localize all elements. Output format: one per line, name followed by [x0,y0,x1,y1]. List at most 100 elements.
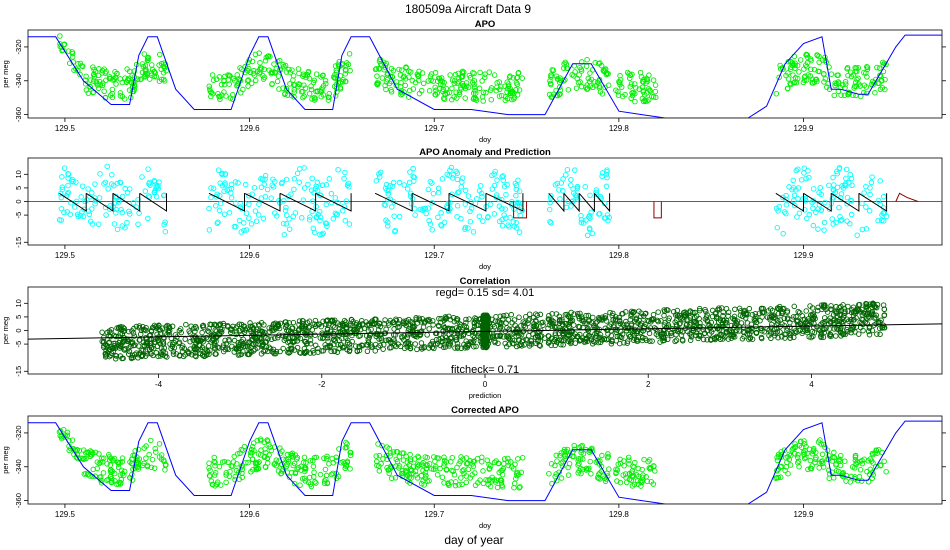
anomaly-point [65,171,71,177]
correlation-point [746,331,753,338]
anomaly-point [212,203,219,209]
anomaly-point [516,229,523,235]
correlation-point [327,343,333,350]
correlation-point [522,320,528,326]
data-point [493,87,500,94]
correlation-point [416,315,422,322]
anomaly-point [511,223,518,229]
correlation-point [690,319,697,325]
data-point [267,444,274,450]
correlation-point [322,342,328,348]
anomaly-point [439,176,446,182]
correlation-point [117,330,124,337]
anomaly-point [65,182,71,189]
anomaly-point [519,207,525,214]
data-point [77,60,84,67]
anomaly-point [410,165,416,172]
data-point [208,89,215,96]
anomaly-point [448,164,455,171]
correlation-point [613,329,619,336]
correlation-point [407,343,413,349]
anomaly-point [56,217,63,223]
y-tick-label: -360 [14,493,23,508]
data-point [856,473,863,480]
anomaly-point [516,188,523,195]
data-point [449,467,455,474]
data-point [344,441,350,447]
correlation-point [828,306,835,313]
correlation-point [508,311,515,318]
data-point [876,80,882,86]
correlation-point [345,337,351,343]
correlation-point [512,322,518,329]
data-point [312,95,319,102]
data-point [848,473,854,480]
data-point [250,440,257,446]
anomaly-point [816,189,822,196]
data-point [330,74,337,80]
data-point [604,455,611,461]
x-tick-label: 129.6 [240,510,261,519]
data-point [442,91,449,97]
panel-title: Correlation [460,276,511,287]
data-point [463,461,470,467]
correlation-point [212,342,218,349]
data-point [618,84,625,90]
correlation-point [131,325,137,332]
correlation-point [664,336,671,343]
correlation-point [136,337,143,343]
correlation-point [873,315,879,321]
correlation-point [662,319,668,326]
data-point [424,462,430,468]
data-point [387,453,393,459]
anomaly-point [291,176,298,182]
correlation-point [226,336,232,343]
data-point [513,470,520,477]
data-point [271,461,278,468]
data-point [616,79,623,86]
correlation-point [263,339,269,345]
data-point [597,89,604,95]
correlation-point [590,314,596,321]
data-point [629,90,635,96]
anomaly-point [821,227,827,233]
data-point [494,484,501,491]
data-point [209,481,216,488]
data-point [285,458,292,465]
data-point [376,468,383,474]
data-point [59,435,65,442]
correlation-point [213,351,219,357]
data-point [470,69,476,76]
data-point [650,77,657,83]
data-point [639,84,646,90]
anomaly-point [80,213,87,220]
data-point [261,74,268,81]
figure-xlabel: day of year [444,533,503,547]
anomaly-point [74,198,80,205]
anomaly-point [500,177,507,184]
data-point [323,80,329,87]
correlation-point [248,344,254,351]
data-point [572,69,578,75]
correlation-point [412,341,418,347]
correlation-point [154,343,161,350]
data-point [471,458,478,464]
correlation-point [382,317,388,323]
data-point [307,458,314,464]
correlation-point [578,314,585,320]
data-point [248,80,255,87]
anomaly-point [408,200,415,207]
anomaly-point [253,218,260,224]
data-point [253,466,260,473]
correlation-point [458,333,464,339]
anomaly-point [344,182,351,188]
correlation-point [395,341,401,347]
data-point [400,74,407,81]
data-point [875,447,882,453]
correlation-point [424,332,430,338]
y-tick-label: 0 [14,328,23,332]
correlation-point [616,340,623,347]
correlation-point [368,319,374,326]
correlation-point [856,301,863,308]
correlation-point [356,343,362,350]
